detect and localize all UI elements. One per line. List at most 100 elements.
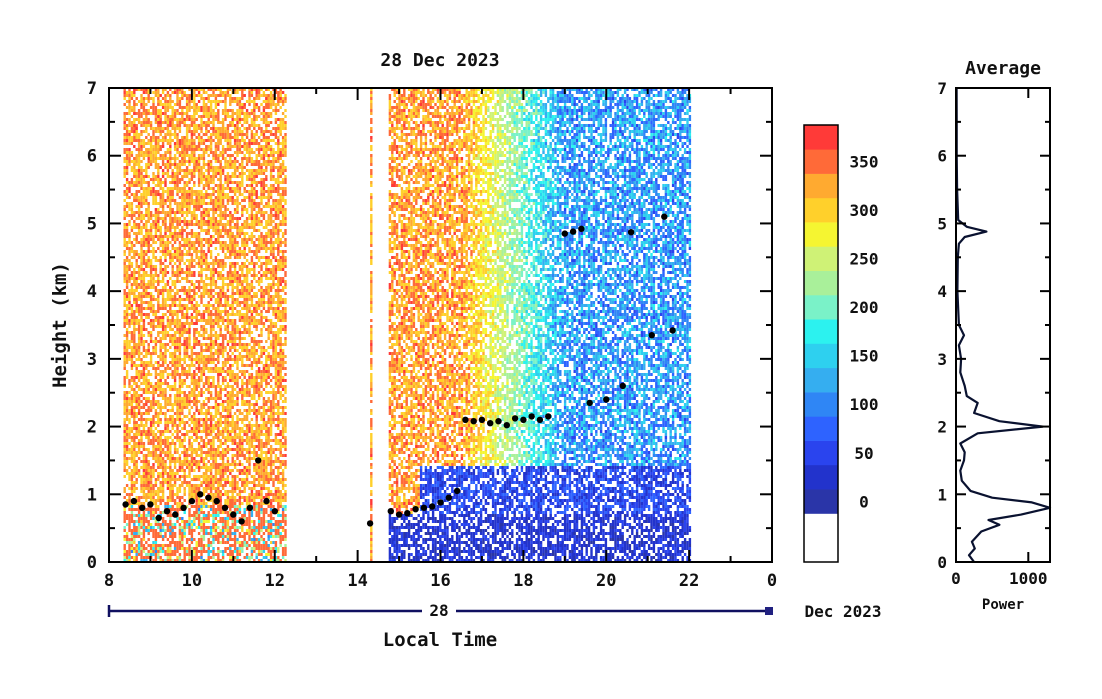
heatmap-cell [207,532,210,535]
heatmap-cell [212,172,215,175]
heatmap-cell [178,403,182,406]
heatmap-cell [176,439,179,442]
heatmap-cell [197,469,201,472]
heatmap-cell [205,382,208,385]
heatmap-cell [166,298,170,301]
heatmap-cell [154,427,158,430]
heatmap-cell [181,481,184,484]
heatmap-cell [195,127,198,130]
heatmap-cell [123,430,126,433]
heatmap-cell [217,559,220,562]
heatmap-cell [152,550,155,553]
heatmap-cell [159,385,162,388]
heatmap-cell [176,277,179,280]
heatmap-cell [197,181,201,184]
heatmap-cell [176,109,179,112]
heatmap-cell [159,205,162,208]
heatmap-cell [178,247,182,250]
heatmap-cell [188,289,191,292]
heatmap-cell [185,448,189,451]
heatmap-cell [152,196,155,199]
heatmap-cell [221,379,225,382]
heatmap-cell [214,136,218,139]
heatmap-cell [188,280,191,283]
heatmap-cell [128,163,131,166]
heatmap-cell [135,139,138,142]
heatmap-cell [166,400,170,403]
heatmap-cell [200,139,203,142]
heatmap-cell [166,364,170,367]
heatmap-cell [217,241,220,244]
heatmap-cell [214,271,218,274]
heatmap-cell [128,154,131,157]
heatmap-cell [164,388,167,391]
heatmap-cell [183,427,186,430]
heatmap-cell [142,388,146,391]
heatmap-cell [200,520,203,523]
heatmap-cell [173,283,177,286]
heatmap-cell [123,355,126,358]
heatmap-cell [166,238,170,241]
heatmap-cell [214,517,218,520]
heatmap-cell [125,355,129,358]
heatmap-cell [200,172,203,175]
heatmap-cell [205,361,208,364]
heatmap-cell [214,457,218,460]
heatmap-cell [183,478,186,481]
heatmap-cell [185,454,189,457]
heatmap-cell [166,454,170,457]
heatmap-cell [130,313,134,316]
heatmap-cell [154,106,158,109]
heatmap-cell [154,421,158,424]
heatmap-cell [140,433,143,436]
heatmap-cell [226,256,230,259]
heatmap-cell [157,463,160,466]
heatmap-cell [185,403,189,406]
heatmap-cell [219,370,222,373]
heatmap-cell [200,499,203,502]
heatmap-cell [154,259,158,262]
heatmap-cell [202,430,206,433]
heatmap-cell [123,151,126,154]
heatmap-cell [161,250,165,253]
heatmap-cell [219,172,222,175]
heatmap-cell [209,319,213,322]
heatmap-cell [224,106,227,109]
heatmap-cell [178,430,182,433]
heatmap-cell [195,118,198,121]
heatmap-cell [159,412,162,415]
heatmap-cell [157,331,160,334]
heatmap-cell [142,226,146,229]
heatmap-cell [161,352,165,355]
heatmap-cell [171,406,174,409]
heatmap-cell [219,319,222,322]
heatmap-cell [207,94,210,97]
heatmap-cell [219,205,222,208]
heatmap-cell [221,346,225,349]
heatmap-cell [157,403,160,406]
heatmap-cell [137,373,141,376]
heatmap-cell [178,124,182,127]
heatmap-cell [128,118,131,121]
heatmap-cell [125,256,129,259]
heatmap-cell [205,517,208,520]
heatmap-cell [221,475,225,478]
heatmap-cell [195,436,198,439]
heatmap-cell [183,523,186,526]
heatmap-cell [181,343,184,346]
heatmap-cell [145,199,148,202]
heatmap-cell [164,529,167,532]
heatmap-cell [202,511,206,514]
heatmap-cell [195,241,198,244]
heatmap-cell [173,373,177,376]
heatmap-cell [133,457,136,460]
heatmap-cell [154,451,158,454]
heatmap-cell [161,304,165,307]
heatmap-cell [142,289,146,292]
heatmap-cell [195,169,198,172]
heatmap-cell [166,496,170,499]
heatmap-cell [224,247,227,250]
heatmap-cell [181,469,184,472]
heatmap-cell [125,274,129,277]
heatmap-cell [214,172,218,175]
